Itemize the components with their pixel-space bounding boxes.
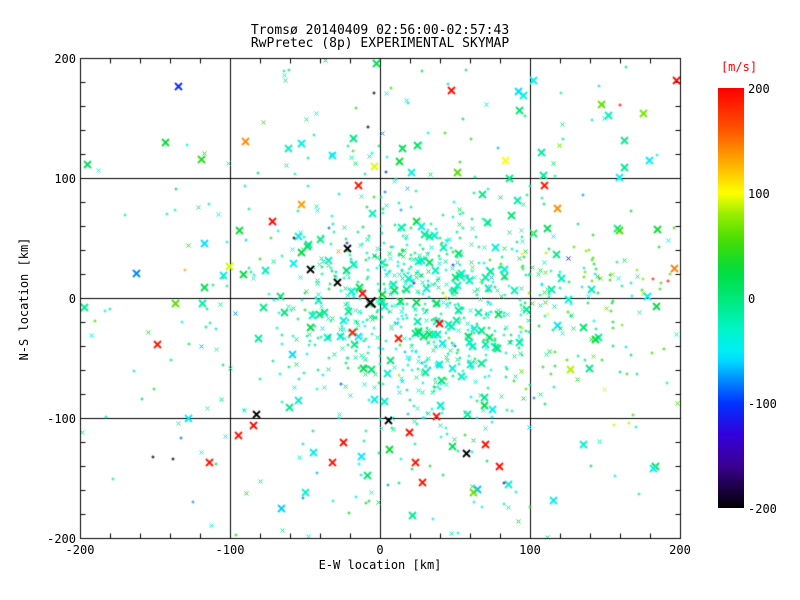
colorbar-tick-label: 200 <box>748 82 770 96</box>
y-tick-label: -200 <box>47 532 76 546</box>
colorbar-tick-label: 100 <box>748 187 770 201</box>
x-tick-label: -100 <box>215 543 245 557</box>
plot-title-line2: RwPretec (8p) EXPERIMENTAL SKYMAP <box>250 36 510 51</box>
x-tick-label: 100 <box>519 543 541 557</box>
x-tick-label: -200 <box>65 543 95 557</box>
y-tick-label: -100 <box>47 412 76 426</box>
colorbar-tick-label: -200 <box>748 502 777 516</box>
plot-title-line1: Tromsø 20140409 02:56:00-02:57:43 <box>250 23 510 38</box>
colorbar-tick-label: -100 <box>748 397 777 411</box>
x-axis-label: E-W location [km] <box>318 558 442 572</box>
colorbar-gradient <box>718 88 744 508</box>
x-tick-label: 200 <box>669 543 691 557</box>
y-axis-label: N-S location [km] <box>17 237 31 361</box>
y-tick-label: 200 <box>54 52 76 66</box>
y-tick-label: 100 <box>54 172 76 186</box>
y-tick-label: 0 <box>68 292 76 306</box>
colorbar-units-label: [m/s] <box>720 60 758 74</box>
x-tick-label: 0 <box>376 543 384 557</box>
colorbar-tick-label: 0 <box>748 292 756 306</box>
